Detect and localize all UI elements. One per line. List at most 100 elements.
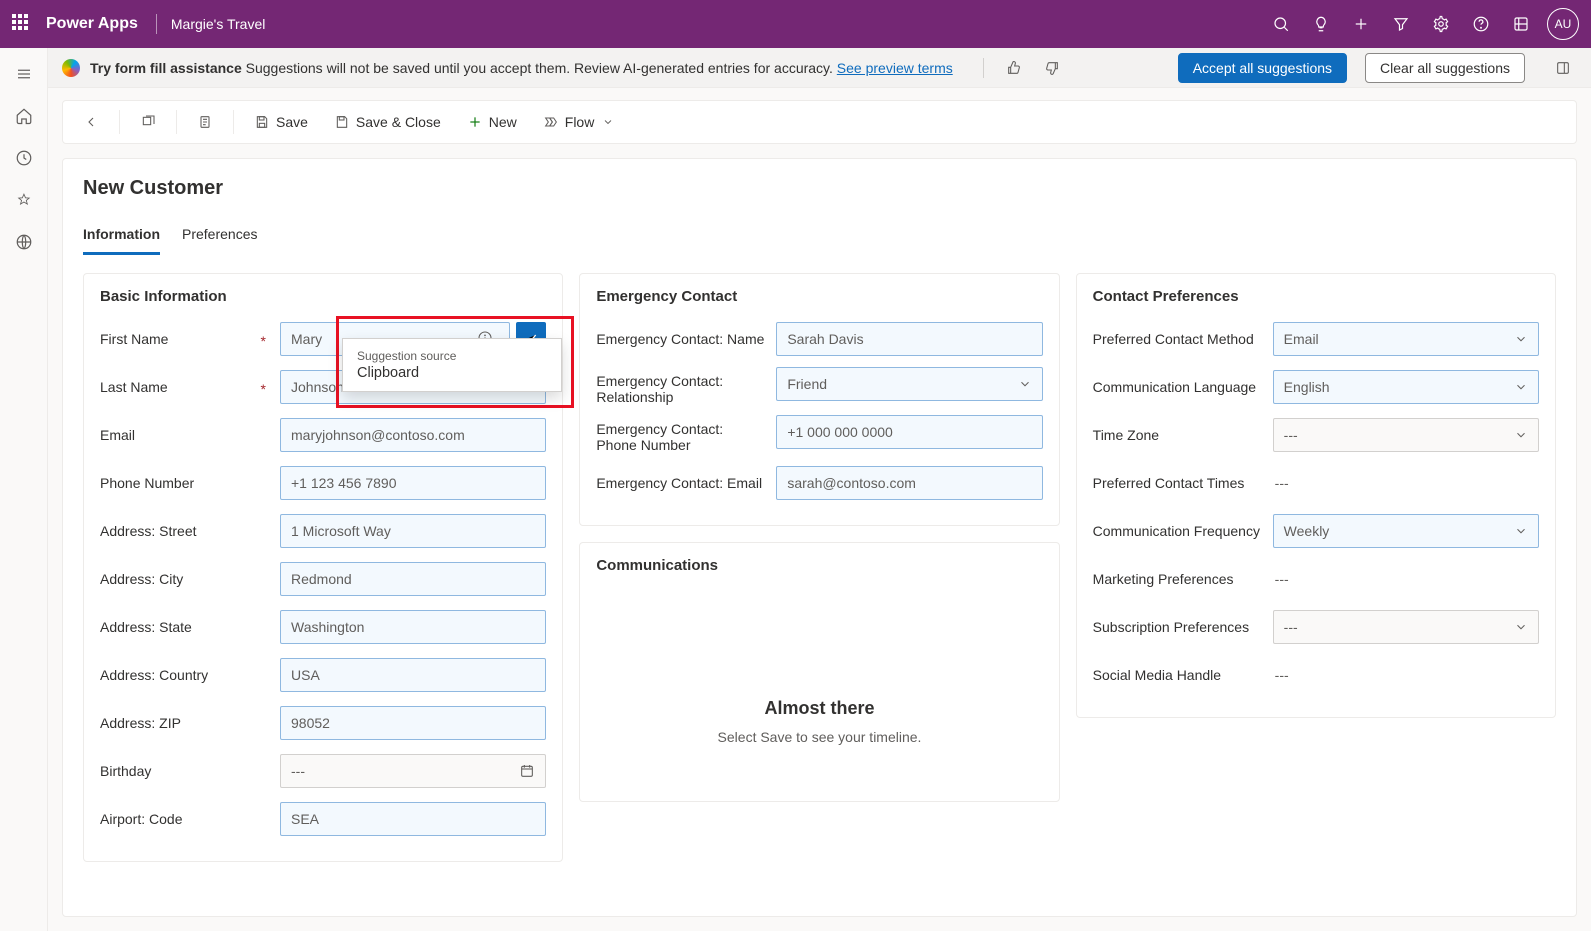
preview-terms-link[interactable]: See preview terms [837, 60, 953, 76]
accept-all-button[interactable]: Accept all suggestions [1178, 53, 1347, 83]
chevron-down-icon [1514, 380, 1528, 394]
save-button[interactable]: Save [244, 106, 318, 138]
comms-empty-title: Almost there [606, 698, 1032, 719]
thumbs-down-icon[interactable] [1038, 54, 1066, 82]
banner-message: Try form fill assistance Suggestions wil… [90, 60, 953, 76]
callout-label: Suggestion source [357, 349, 547, 363]
settings-icon[interactable] [1421, 0, 1461, 48]
select-subs[interactable]: --- [1273, 610, 1539, 644]
select-lang[interactable]: English [1273, 370, 1539, 404]
form-tabs: Information Preferences [83, 226, 1556, 255]
label-country: Address: Country [100, 667, 270, 683]
clear-all-button[interactable]: Clear all suggestions [1365, 53, 1525, 83]
input-state[interactable]: Washington [280, 610, 546, 644]
input-street[interactable]: 1 Microsoft Way [280, 514, 546, 548]
global-header: Power Apps Margie's Travel AU [0, 0, 1591, 48]
flow-label: Flow [565, 114, 595, 130]
input-birthday[interactable]: --- [280, 754, 546, 788]
open-new-window-button[interactable] [130, 106, 166, 138]
input-ec-phone[interactable]: +1 000 000 0000 [776, 415, 1042, 449]
lightbulb-icon[interactable] [1301, 0, 1341, 48]
user-avatar[interactable]: AU [1547, 8, 1579, 40]
chevron-down-icon [1514, 524, 1528, 538]
label-phone: Phone Number [100, 475, 270, 491]
tab-information[interactable]: Information [83, 226, 160, 255]
thumbs-up-icon[interactable] [1000, 54, 1028, 82]
value-times: --- [1273, 469, 1539, 497]
select-tz[interactable]: --- [1273, 418, 1539, 452]
suggestion-source-callout: Suggestion source Clipboard [342, 338, 562, 392]
label-zip: Address: ZIP [100, 715, 270, 731]
save-close-label: Save & Close [356, 114, 441, 130]
banner-sep [983, 58, 984, 78]
label-state: Address: State [100, 619, 270, 635]
command-bar: Save Save & Close New Flow [62, 100, 1577, 144]
calendar-icon [519, 763, 535, 779]
pinned-icon[interactable] [4, 184, 44, 216]
tab-preferences[interactable]: Preferences [182, 226, 257, 255]
chevron-down-icon [1018, 377, 1032, 391]
nav-collapse-icon[interactable] [4, 58, 44, 90]
value-marketing: --- [1273, 565, 1539, 593]
input-city[interactable]: Redmond [280, 562, 546, 596]
form-fill-banner: Try form fill assistance Suggestions wil… [48, 48, 1591, 88]
comms-empty-sub: Select Save to see your timeline. [606, 729, 1032, 745]
chevron-down-icon [602, 116, 614, 128]
input-zip[interactable]: 98052 [280, 706, 546, 740]
add-icon[interactable] [1341, 0, 1381, 48]
header-divider [156, 14, 157, 34]
chevron-down-icon [1514, 332, 1528, 346]
label-ec-name: Emergency Contact: Name [596, 331, 766, 347]
select-ec-rel[interactable]: Friend [776, 367, 1042, 401]
section-emergency: Emergency Contact Emergency Contact: Nam… [579, 273, 1059, 526]
input-country[interactable]: USA [280, 658, 546, 692]
org-icon[interactable] [1501, 0, 1541, 48]
banner-text: Suggestions will not be saved until you … [242, 60, 837, 76]
help-icon[interactable] [1461, 0, 1501, 48]
recent-icon[interactable] [4, 142, 44, 174]
label-ec-rel: Emergency Contact: Relationship [596, 367, 766, 405]
record-info-button[interactable] [187, 106, 223, 138]
label-marketing: Marketing Preferences [1093, 571, 1263, 587]
label-method: Preferred Contact Method [1093, 331, 1263, 347]
save-close-button[interactable]: Save & Close [324, 106, 451, 138]
value-social: --- [1273, 661, 1539, 689]
input-email[interactable]: maryjohnson@contoso.com [280, 418, 546, 452]
label-ec-phone: Emergency Contact: Phone Number [596, 415, 766, 453]
back-button[interactable] [73, 106, 109, 138]
input-phone[interactable]: +1 123 456 7890 [280, 466, 546, 500]
label-email: Email [100, 427, 270, 443]
select-method[interactable]: Email [1273, 322, 1539, 356]
label-first-name: First Name [100, 331, 270, 347]
label-birthday: Birthday [100, 763, 270, 779]
expand-panel-icon[interactable] [1549, 54, 1577, 82]
flow-button[interactable]: Flow [533, 106, 625, 138]
brand-label: Power Apps [46, 15, 138, 33]
label-city: Address: City [100, 571, 270, 587]
banner-bold: Try form fill assistance [90, 60, 242, 76]
filter-icon[interactable] [1381, 0, 1421, 48]
globe-icon[interactable] [4, 226, 44, 258]
form-card: New Customer Information Preferences Bas… [62, 158, 1577, 917]
label-times: Preferred Contact Times [1093, 475, 1263, 491]
label-social: Social Media Handle [1093, 667, 1263, 683]
section-communications: Communications Almost there Select Save … [579, 542, 1059, 802]
select-freq[interactable]: Weekly [1273, 514, 1539, 548]
app-launcher-icon[interactable] [12, 14, 32, 34]
left-nav-rail [0, 48, 48, 931]
new-button[interactable]: New [457, 106, 527, 138]
emergency-heading: Emergency Contact [596, 288, 1042, 305]
input-airport[interactable]: SEA [280, 802, 546, 836]
chevron-down-icon [1514, 620, 1528, 634]
label-subs: Subscription Preferences [1093, 619, 1263, 635]
callout-value: Clipboard [357, 365, 547, 381]
section-preferences: Contact Preferences Preferred Contact Me… [1076, 273, 1556, 718]
label-freq: Communication Frequency [1093, 523, 1263, 539]
home-icon[interactable] [4, 100, 44, 132]
input-ec-name[interactable]: Sarah Davis [776, 322, 1042, 356]
label-street: Address: Street [100, 523, 270, 539]
search-icon[interactable] [1261, 0, 1301, 48]
input-ec-email[interactable]: sarah@contoso.com [776, 466, 1042, 500]
new-label: New [489, 114, 517, 130]
chevron-down-icon [1514, 428, 1528, 442]
